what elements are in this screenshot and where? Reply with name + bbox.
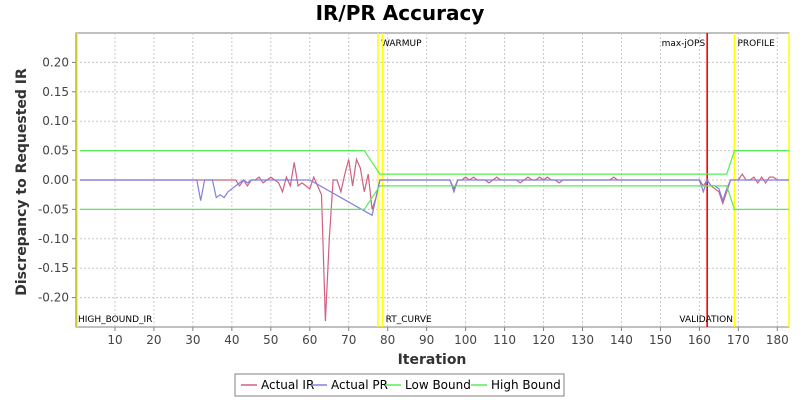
legend-label: Actual PR	[331, 378, 388, 392]
marker-label: PROFILE	[737, 39, 775, 49]
y-tick-label: 0.10	[42, 114, 69, 128]
x-tick-label: 20	[146, 333, 161, 347]
x-tick-label: 10	[107, 333, 122, 347]
x-tick-label: 150	[649, 333, 672, 347]
marker-label: WARMUP	[381, 39, 422, 49]
x-tick-label: 40	[224, 333, 239, 347]
marker-label: VALIDATION	[679, 315, 733, 325]
marker-label: HIGH_BOUND_IR	[78, 315, 152, 325]
x-tick-label: 80	[380, 333, 395, 347]
x-tick-label: 50	[263, 333, 278, 347]
y-tick-label: -0.05	[38, 202, 69, 216]
x-tick-label: 120	[532, 333, 555, 347]
y-axis-label: Discrepancy to Requested IR	[14, 68, 30, 296]
marker-label: max-jOPS	[662, 39, 706, 49]
y-tick-label: 0.00	[42, 173, 69, 187]
x-tick-label: 70	[341, 333, 356, 347]
series-line	[79, 185, 789, 210]
y-tick-label: -0.15	[38, 261, 69, 275]
legend-label: Actual IR	[261, 378, 314, 392]
x-tick-label: 110	[493, 333, 516, 347]
x-tick-label: 60	[302, 333, 317, 347]
x-tick-label: 160	[688, 333, 711, 347]
grid	[76, 33, 789, 327]
x-tick-label: 30	[185, 333, 200, 347]
series-line	[79, 150, 789, 175]
markers: HIGH_BOUND_IR WARMUP RT_CURVE max-jOPS VALID…	[76, 33, 790, 327]
y-tick-label: -0.10	[38, 232, 69, 246]
marker-label: RT_CURVE	[386, 315, 432, 325]
y-tick-label: -0.20	[38, 291, 69, 305]
x-axis-label: Iteration	[398, 352, 467, 368]
legend: Actual IR Actual PR Low Bound High Bound	[234, 373, 565, 397]
axes: 10 20 30 40 50 60 70 80 90 100 110 120 130 140 150 160 1…	[38, 55, 789, 347]
x-tick-label: 170	[727, 333, 750, 347]
x-tick-label: 100	[454, 333, 477, 347]
y-tick-label: 0.20	[42, 55, 69, 69]
x-tick-label: 180	[766, 333, 789, 347]
y-tick-label: 0.15	[42, 85, 69, 99]
x-tick-label: 140	[610, 333, 633, 347]
x-tick-label: 130	[571, 333, 594, 347]
legend-label: Low Bound	[405, 378, 471, 392]
series-lines	[79, 150, 789, 322]
x-tick-label: 90	[419, 333, 434, 347]
y-tick-label: 0.05	[42, 144, 69, 158]
chart-title: IR/PR Accuracy	[316, 1, 485, 25]
legend-label: High Bound	[491, 378, 561, 392]
